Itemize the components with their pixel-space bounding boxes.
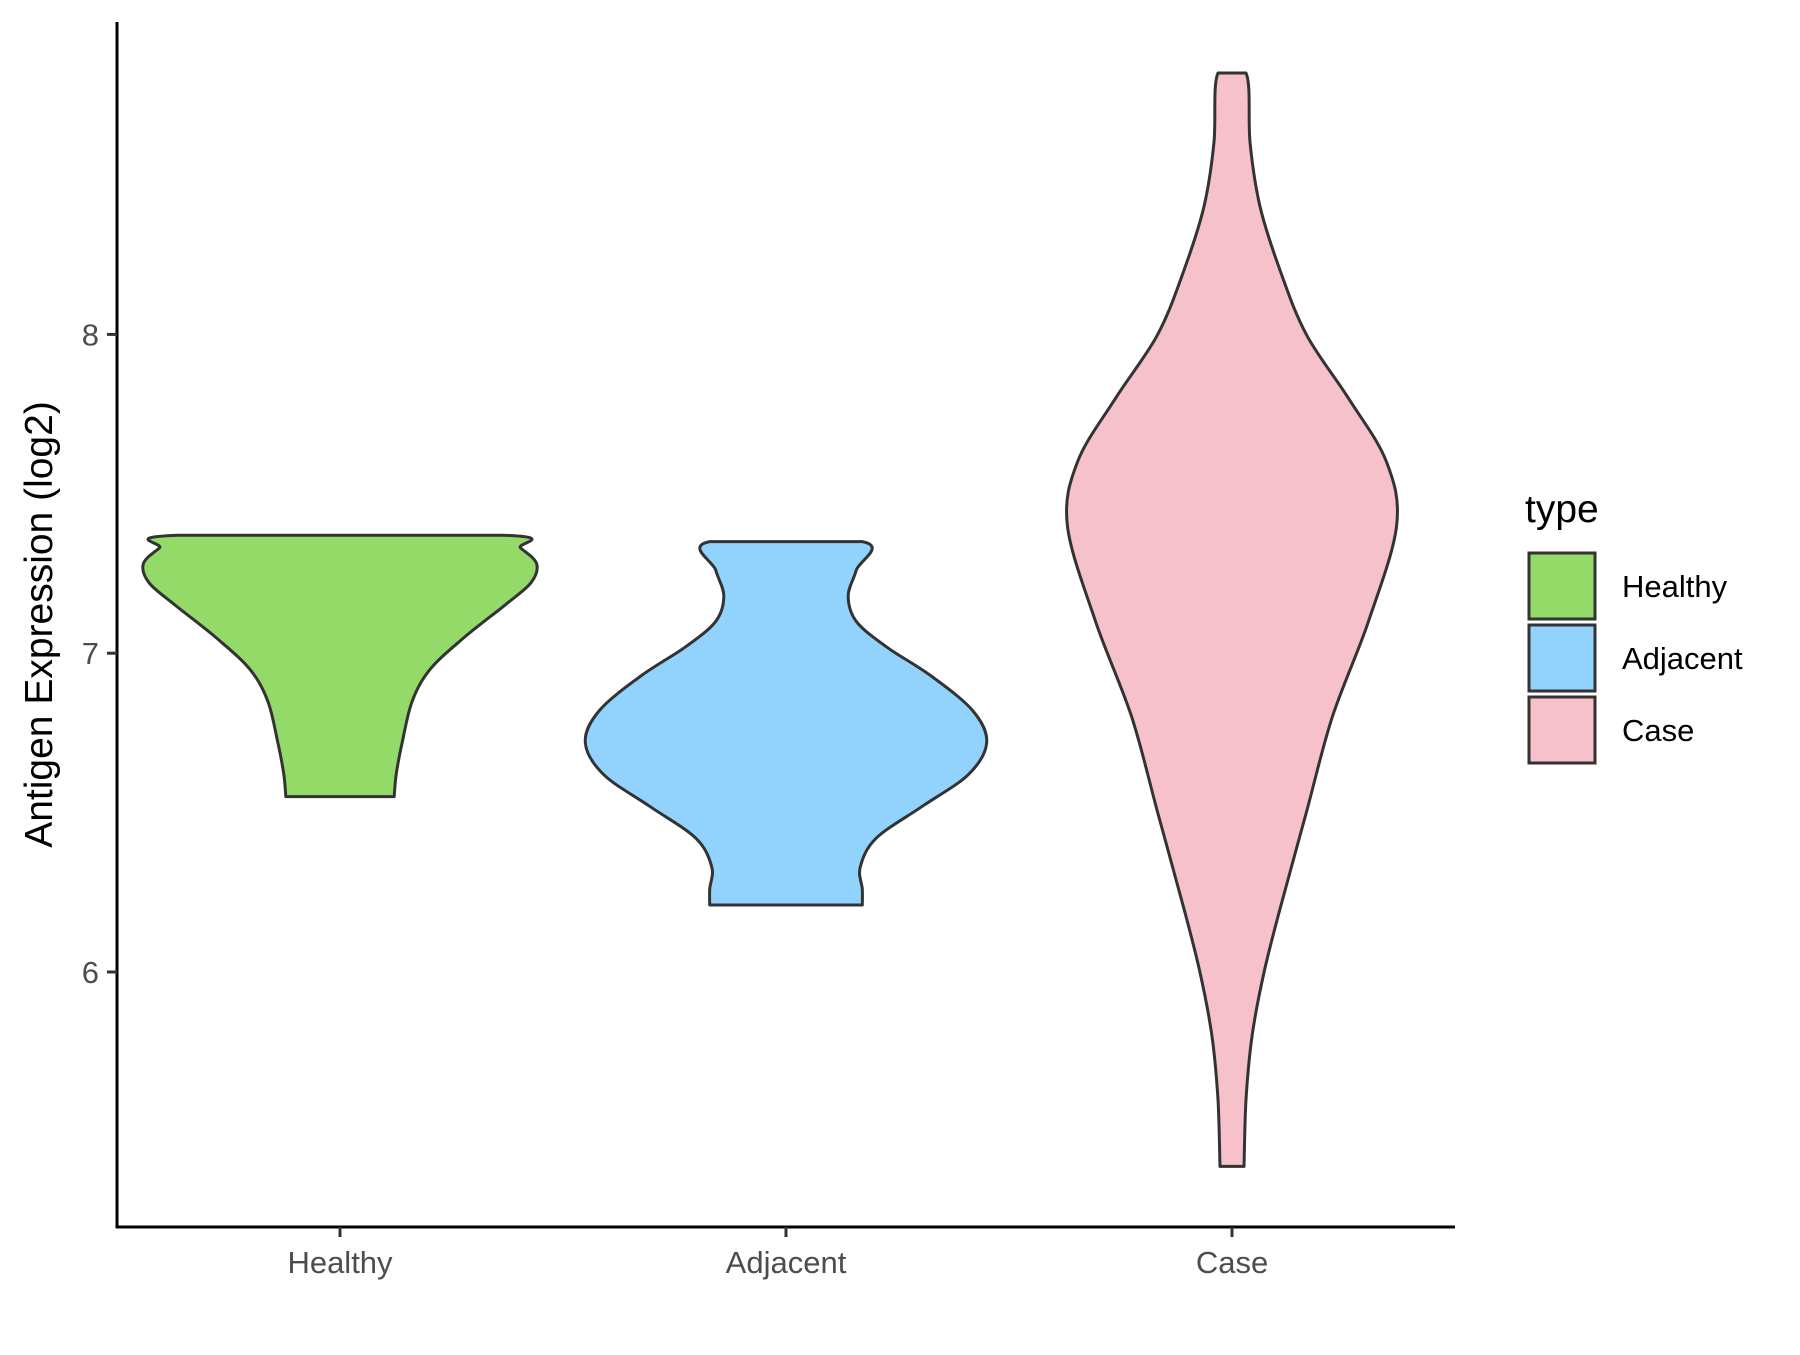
y-tick-label-8: 8 bbox=[82, 317, 99, 352]
violin-case bbox=[1065, 71, 1399, 1168]
legend-title: type bbox=[1525, 488, 1599, 531]
legend-label-case: Case bbox=[1622, 713, 1694, 748]
legend-swatch-adjacent bbox=[1527, 623, 1597, 693]
violin-layer bbox=[141, 71, 1399, 1168]
legend-label-healthy: Healthy bbox=[1622, 569, 1728, 604]
y-tick-label-6: 6 bbox=[82, 955, 99, 990]
axes-layer: 6 7 8 Healthy Adjacent Case Antigen Expression… bbox=[18, 22, 1455, 1280]
violin-healthy bbox=[141, 533, 539, 799]
legend-swatch-case bbox=[1527, 695, 1597, 765]
legend-label-adjacent: Adjacent bbox=[1622, 641, 1743, 676]
legend: type Healthy Adjacent Case bbox=[1525, 488, 1743, 765]
x-tick-label-case: Case bbox=[1196, 1245, 1268, 1280]
violin-adjacent bbox=[583, 540, 989, 907]
y-axis-title: Antigen Expression (log2) bbox=[18, 401, 61, 848]
x-tick-label-healthy: Healthy bbox=[287, 1245, 393, 1280]
y-tick-label-7: 7 bbox=[82, 636, 99, 671]
x-tick-label-adjacent: Adjacent bbox=[726, 1245, 847, 1280]
legend-swatch-healthy bbox=[1527, 551, 1597, 621]
